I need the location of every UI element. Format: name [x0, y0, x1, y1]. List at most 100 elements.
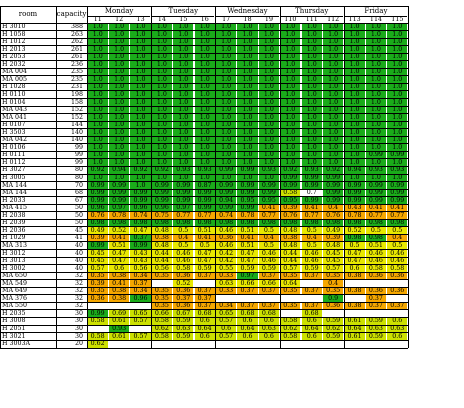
utilization-cell: 0.35	[151, 287, 173, 295]
room-capacity: 40	[74, 257, 83, 265]
utilization-cell: 0.36	[173, 287, 194, 295]
utilization-cell: 1.0	[387, 68, 408, 76]
utilization-cell: 0.5	[258, 226, 280, 235]
utilization-cell: 1.0	[387, 136, 408, 144]
utilization-cell: 0.45	[322, 257, 344, 265]
utilization-cell: 1.0	[108, 106, 130, 114]
room-name: MA 005	[2, 75, 28, 83]
utilization-cell: 1.0	[301, 158, 322, 167]
utilization-cell: 0.99	[322, 196, 344, 205]
utilization-cell: 0.5	[365, 226, 387, 235]
utilization-cell: 0.99	[215, 181, 237, 190]
utilization-cell: 0.99	[87, 196, 108, 205]
utilization-cell: 0.36	[322, 302, 344, 310]
utilization-cell: 1.0	[280, 113, 301, 122]
utilization-cell: 0.58	[87, 332, 108, 341]
utilization-cell: 0.37	[387, 302, 408, 310]
utilization-cell: 0.9	[322, 294, 344, 303]
utilization-cell: 1.0	[108, 121, 130, 129]
utilization-cell: 0.38	[344, 272, 365, 280]
utilization-cell: 1.0	[258, 53, 280, 61]
utilization-cell: 1.0	[173, 113, 194, 122]
utilization-cell: 1.0	[258, 151, 280, 159]
room-capacity: 261	[70, 53, 83, 61]
utilization-cell: 0.57	[215, 317, 237, 325]
utilization-cell: 1.0	[301, 121, 322, 129]
utilization-cell: 1.0	[258, 68, 280, 76]
utilization-cell: 1.0	[87, 83, 108, 91]
utilization-cell: 0.74	[130, 211, 151, 220]
utilization-cell: 0.46	[387, 249, 408, 258]
row-separator	[0, 218, 408, 220]
row-separator	[0, 249, 408, 250]
utilization-cell: 1.0	[280, 75, 301, 84]
utilization-cell: 0.38	[108, 272, 130, 280]
utilization-cell: 1.0	[194, 90, 215, 99]
utilization-cell: 1.0	[130, 38, 151, 46]
utilization-cell: 1.0	[130, 136, 151, 144]
utilization-cell: 0.4	[173, 234, 194, 242]
room-capacity: 32	[74, 302, 83, 310]
row-separator	[0, 165, 408, 167]
utilization-cell: 0.36	[87, 294, 108, 303]
utilization-cell: 0.65	[215, 309, 237, 318]
utilization-cell: 0.99	[87, 309, 108, 318]
utilization-cell: 1.0	[301, 136, 322, 144]
utilization-cell: 0.41	[108, 279, 130, 288]
utilization-cell: 1.0	[237, 83, 258, 91]
utilization-cell: 1.0	[108, 113, 130, 122]
utilization-cell: 0.46	[387, 257, 408, 265]
utilization-cell: 0.66	[258, 279, 280, 288]
capacity-column-header: capacity	[56, 10, 87, 18]
utilization-cell: 1.0	[237, 45, 258, 54]
timeslot-header: T10	[284, 16, 297, 23]
utilization-cell: 0.37	[130, 234, 151, 242]
utilization-cell: 1.0	[151, 75, 173, 84]
room-name: MA 144	[2, 181, 28, 189]
utilization-cell: 0.87	[194, 181, 215, 190]
utilization-cell: 0.61	[344, 317, 365, 325]
utilization-cell: 1.0	[258, 113, 280, 122]
utilization-cell: 0.59	[237, 264, 258, 273]
room-name: H 3010	[2, 23, 26, 30]
timeslot-header: T2	[114, 16, 124, 23]
utilization-cell	[87, 302, 108, 310]
timeslot-header: T11	[305, 16, 318, 23]
utilization-cell: 0.55	[215, 264, 237, 273]
room-column-header: room	[18, 10, 38, 18]
utilization-cell: 0.59	[258, 264, 280, 273]
row-separator	[0, 324, 408, 326]
row-separator	[0, 196, 408, 198]
utilization-cell: 0.93	[194, 166, 215, 174]
row-separator	[0, 271, 408, 273]
utilization-cell: 1.0	[301, 60, 322, 69]
utilization-cell: 1.0	[215, 75, 237, 84]
row-separator	[0, 241, 408, 243]
utilization-cell: 1.0	[130, 90, 151, 99]
utilization-cell: 1.0	[87, 174, 108, 182]
room-capacity: 235	[70, 68, 83, 76]
utilization-cell: 1.0	[151, 23, 173, 31]
room-capacity: 40	[74, 249, 83, 257]
row-separator	[0, 143, 408, 145]
utilization-cell: 1.0	[194, 136, 215, 144]
utilization-cell: 1.0	[344, 158, 365, 167]
utilization-cell: 0.37	[258, 287, 280, 295]
table-bottom-rule	[0, 347, 408, 349]
utilization-cell: 0.39	[322, 234, 344, 242]
utilization-cell: 1.0	[173, 60, 194, 69]
utilization-cell: 1.0	[151, 98, 173, 107]
room-name: H 2032	[2, 60, 26, 68]
utilization-cell: 1.0	[365, 113, 387, 122]
utilization-cell: 0.42	[215, 249, 237, 258]
utilization-cell: 1.0	[365, 158, 387, 167]
utilization-cell: 0.66	[151, 309, 173, 318]
utilization-cell: 0.61	[108, 332, 130, 341]
utilization-cell: 1.0	[108, 98, 130, 107]
utilization-cell: 0.61	[108, 317, 130, 325]
utilization-cell: 0.99	[130, 189, 151, 197]
utilization-cell: 1.0	[173, 23, 194, 31]
utilization-cell: 0.59	[194, 264, 215, 273]
utilization-cell	[215, 294, 237, 303]
utilization-cell: 0.58	[280, 189, 301, 197]
